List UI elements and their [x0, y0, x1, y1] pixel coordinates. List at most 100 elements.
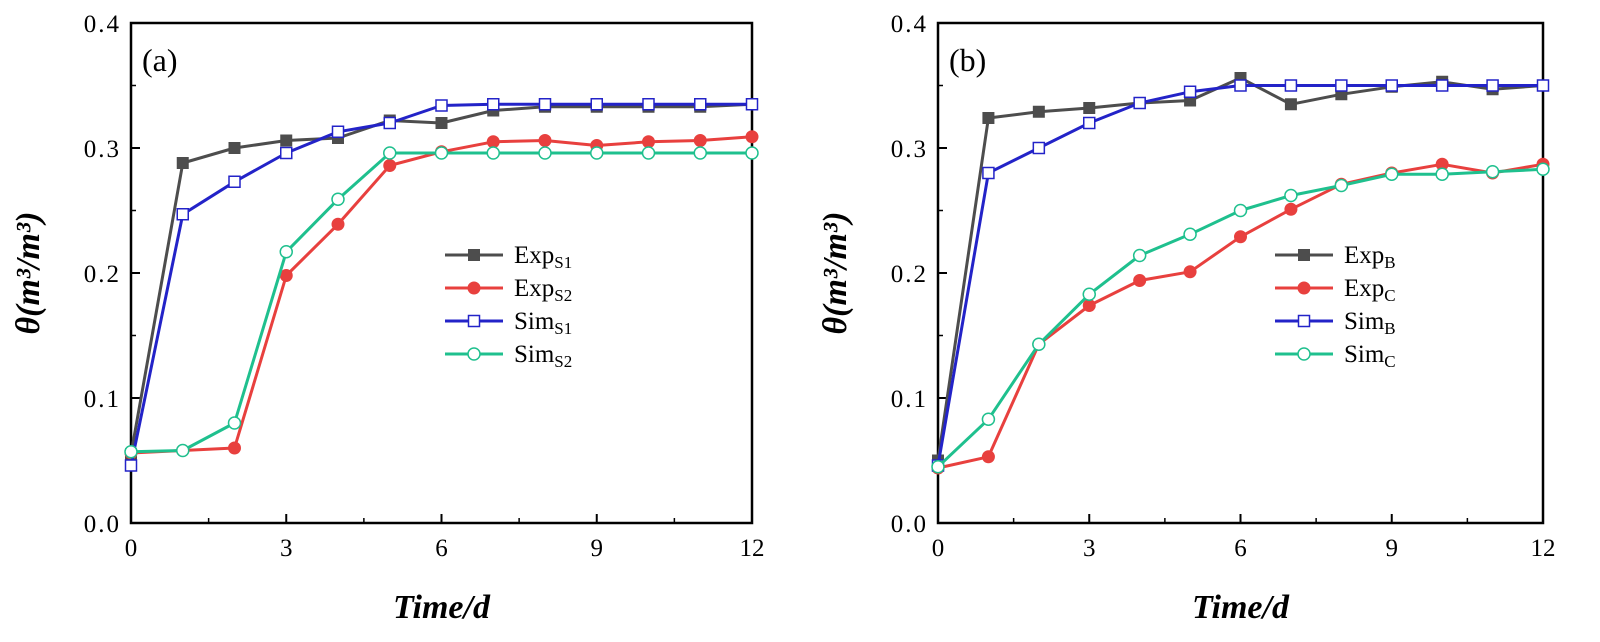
data-point [279, 245, 293, 259]
legend-swatch-marker [467, 281, 481, 295]
data-point [280, 134, 293, 147]
legend-item: SimC [1275, 341, 1396, 371]
x-tick-label: 6 [435, 535, 448, 562]
data-point [641, 146, 656, 160]
series-sim-s1 [124, 98, 759, 472]
data-point [487, 98, 500, 111]
data-point [693, 146, 707, 160]
data-point [435, 99, 448, 112]
chart-panel-b: 0.0 0.1 0.2 0.3 0.4 0 3 6 9 12 Time/d θ(m³/m³) (b) Ex… [817, 11, 1556, 626]
data-point [1435, 167, 1449, 181]
y-tick-label: 0.1 [891, 386, 928, 413]
data-point [383, 146, 397, 160]
data-point [279, 269, 293, 282]
data-point [124, 459, 138, 472]
legend-swatch-marker [1298, 249, 1310, 261]
data-point [434, 146, 449, 160]
y-tick-label: 0.3 [891, 136, 928, 163]
data-point [228, 175, 241, 188]
y-tick-label: 0.1 [84, 386, 121, 413]
legend-label: SimS1 [514, 308, 572, 338]
data-point [1435, 79, 1449, 92]
data-point [538, 146, 552, 160]
data-point [1032, 105, 1045, 118]
data-point [1083, 116, 1096, 130]
data-point [590, 146, 604, 160]
y-tick-label: 0.0 [891, 511, 928, 538]
x-axis-title: Time/d [1192, 589, 1290, 626]
legend-label: ExpS2 [514, 275, 572, 305]
data-point [981, 450, 995, 464]
series-sim-s2 [124, 146, 759, 459]
data-point [1284, 79, 1298, 92]
legend-swatch-marker [467, 347, 481, 361]
data-point [228, 142, 241, 154]
data-point [1284, 202, 1298, 216]
legend-swatch-marker [1297, 347, 1311, 361]
series-line [130, 135, 753, 455]
legend-swatch-marker [467, 314, 481, 328]
data-point [176, 208, 189, 221]
data-point [1183, 265, 1197, 279]
data-point [745, 130, 759, 144]
data-point [124, 445, 138, 459]
x-tick-label: 3 [1083, 535, 1096, 562]
series-line [130, 151, 752, 454]
series-sim-b [931, 79, 1550, 472]
data-point [1183, 85, 1197, 98]
data-point [1032, 141, 1046, 155]
data-point [590, 98, 603, 111]
x-tick-label: 0 [125, 535, 138, 562]
legend-item: SimB [1275, 308, 1396, 338]
data-point [642, 135, 655, 149]
data-point [1032, 337, 1046, 351]
data-point [1133, 274, 1147, 287]
data-point [1536, 162, 1550, 176]
legend-item: SimS1 [445, 308, 572, 338]
legend-label: ExpS1 [514, 242, 572, 272]
x-tick-label: 3 [280, 535, 293, 562]
data-point [1385, 167, 1399, 181]
data-point [745, 146, 759, 160]
data-point [982, 112, 995, 124]
y-tick-label: 0.2 [891, 261, 928, 288]
data-point [1536, 79, 1550, 92]
data-point [1183, 227, 1197, 241]
data-point [1083, 102, 1096, 114]
data-point [1385, 79, 1398, 92]
y-tick-label: 0.0 [84, 511, 121, 538]
panel-label: (a) [142, 42, 178, 78]
data-point [383, 116, 396, 130]
legend-item: ExpC [1275, 275, 1396, 305]
legend-label: ExpB [1344, 242, 1396, 272]
data-point [383, 159, 397, 172]
data-point [331, 192, 345, 206]
series-line [936, 84, 1543, 466]
data-point [1132, 248, 1147, 263]
data-point [1284, 188, 1298, 203]
x-tick-label: 12 [1531, 535, 1556, 562]
panel-label: (b) [949, 42, 986, 78]
data-point [1335, 79, 1348, 92]
data-point [981, 412, 996, 426]
x-tick-label: 9 [591, 535, 604, 562]
data-point [745, 98, 759, 111]
data-point [176, 157, 189, 169]
data-point [694, 98, 707, 111]
data-point [1234, 230, 1247, 244]
data-point [1082, 287, 1096, 301]
y-tick-label: 0.2 [84, 261, 121, 288]
legend-item: ExpS1 [445, 242, 572, 272]
y-axis-title: θ(m³/m³) [817, 211, 854, 334]
y-axis-title: θ(m³/m³) [10, 211, 47, 334]
data-point [280, 146, 293, 160]
x-tick-label: 9 [1386, 535, 1399, 562]
series-exp-b [932, 72, 1549, 467]
data-point [693, 134, 707, 147]
data-point [331, 217, 345, 231]
data-point [1082, 299, 1096, 312]
legend-swatch-marker [1297, 281, 1311, 295]
data-point [1485, 165, 1500, 179]
y-tick-label: 0.4 [891, 11, 928, 38]
data-point [1133, 96, 1146, 110]
